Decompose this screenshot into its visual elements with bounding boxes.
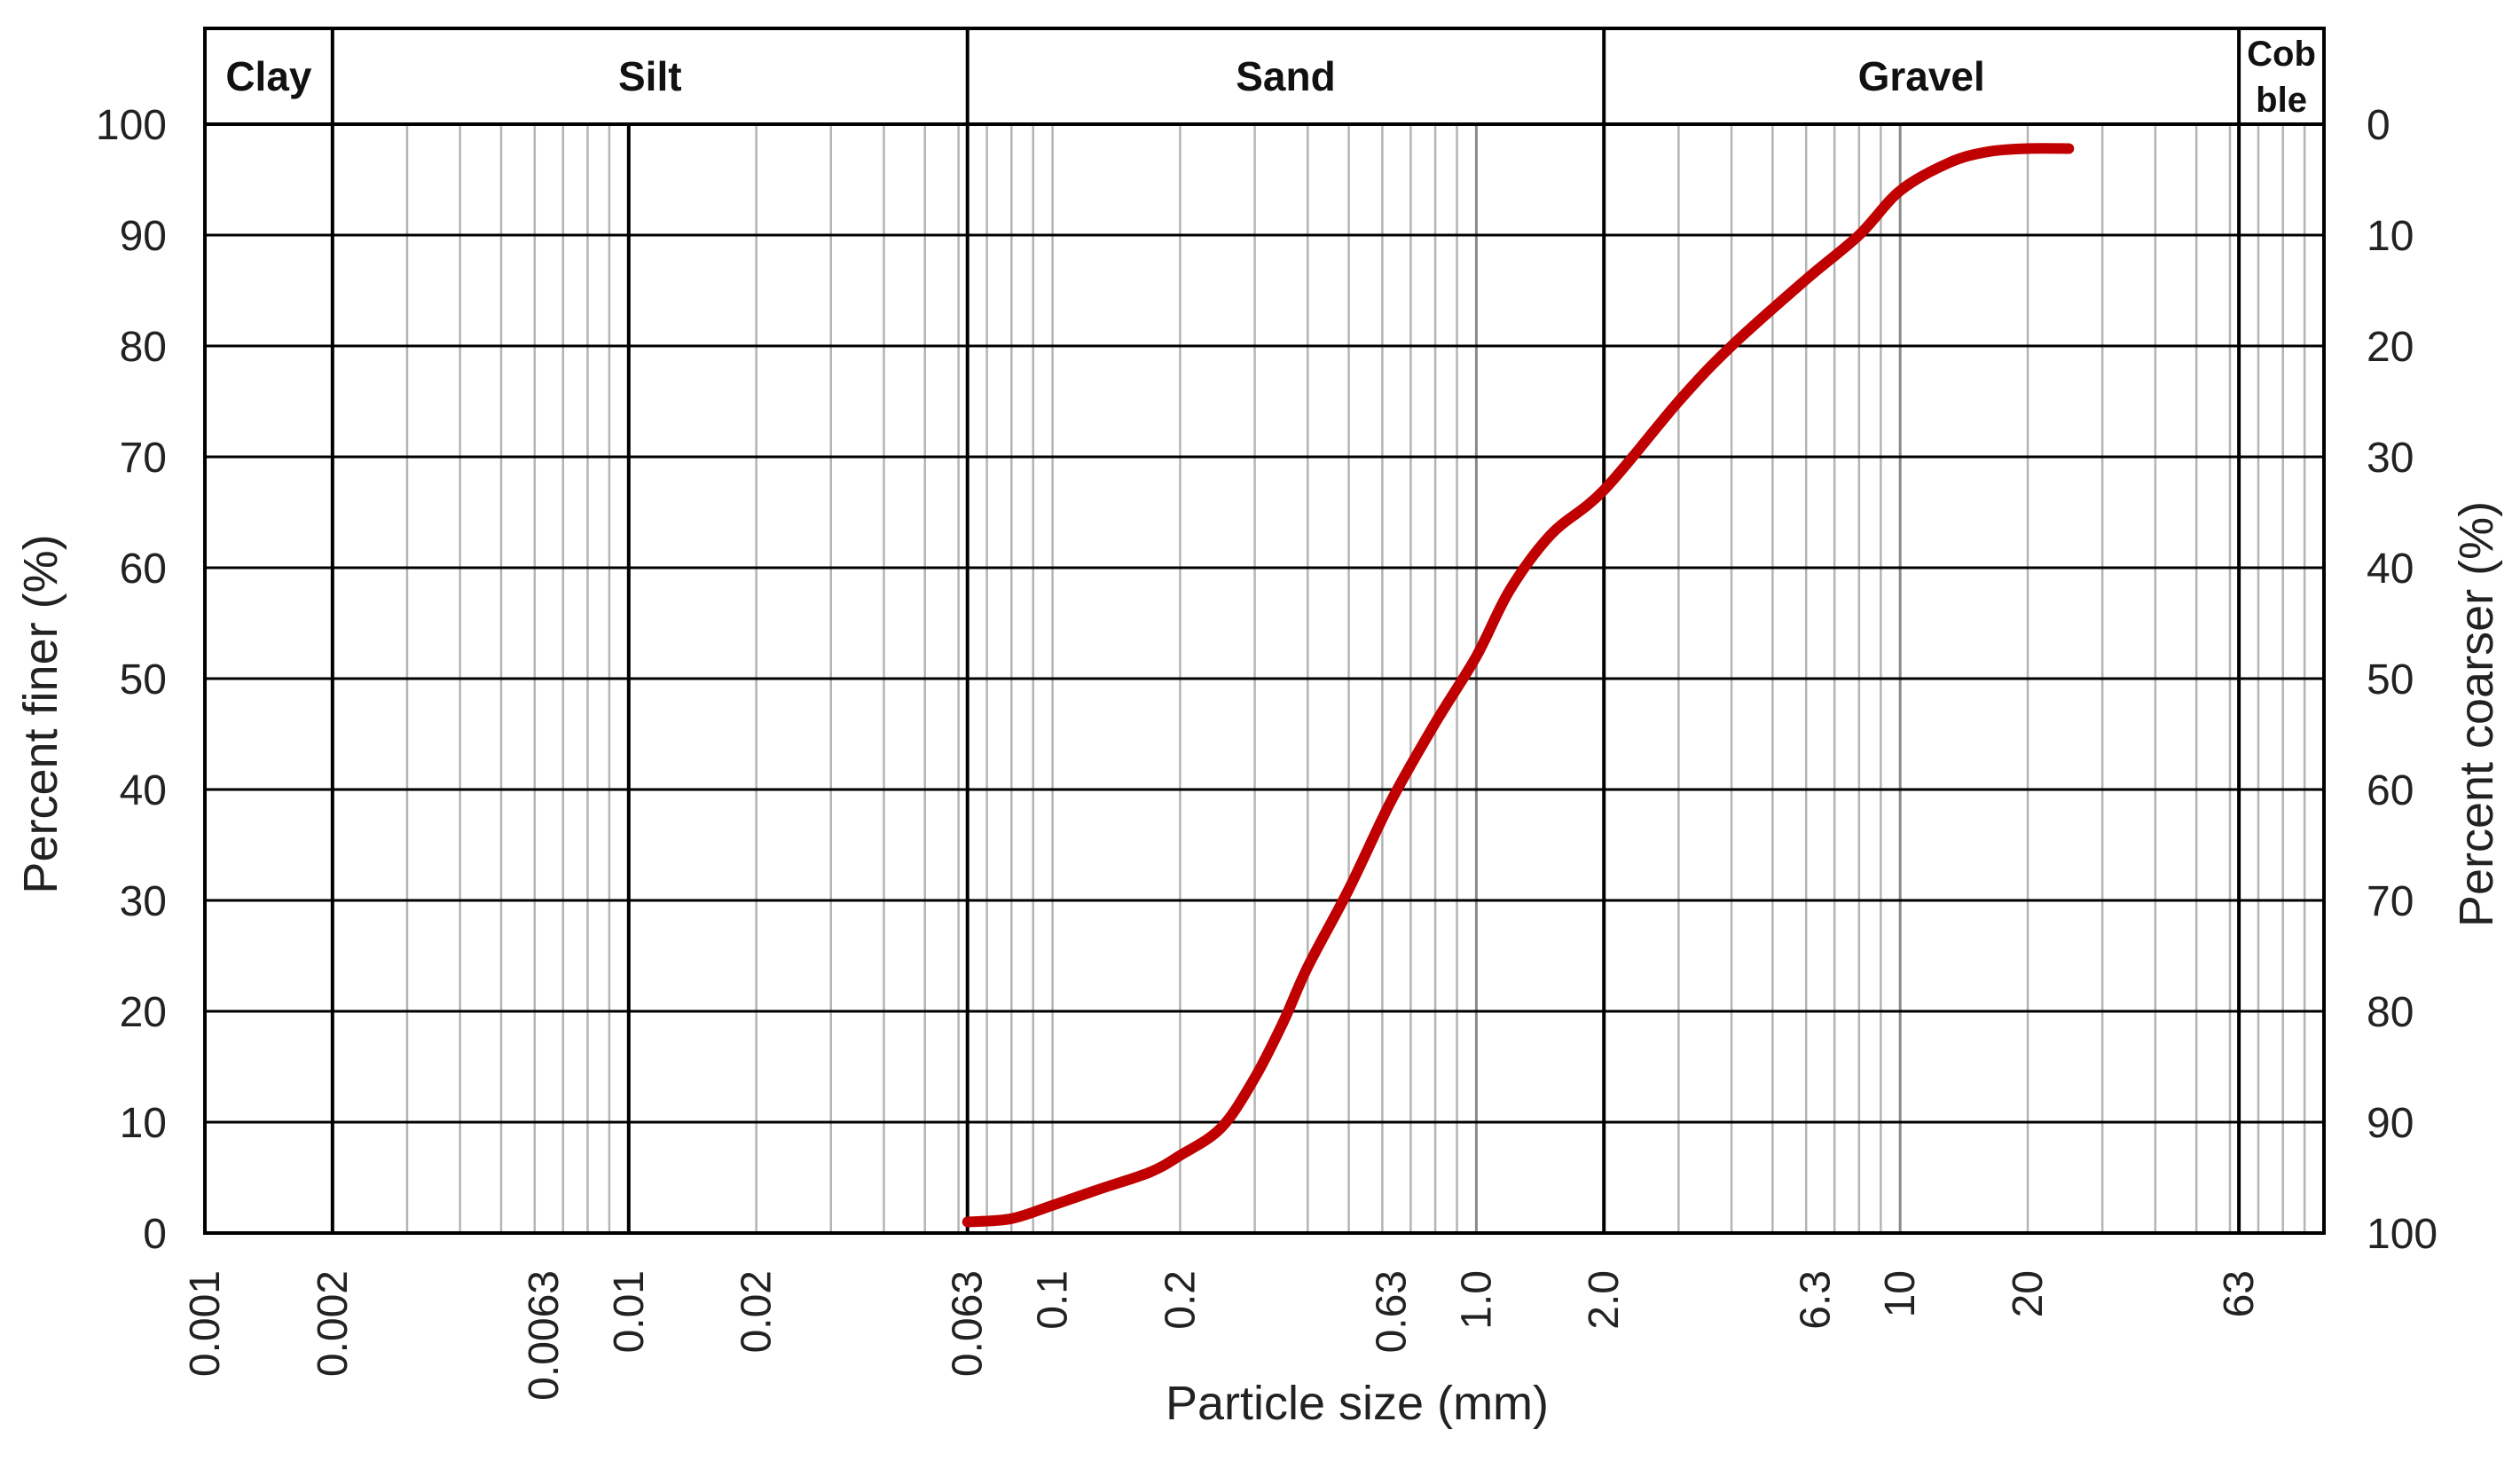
soil-band-header: Clay Silt Sand Gravel Cob ble: [203, 27, 2326, 1233]
y-tick-label-right: 40: [2367, 546, 2414, 593]
grading-curve-point: [1348, 889, 1349, 890]
x-tick-label: 2.0: [1581, 1270, 1628, 1330]
grading-curve-point: [1510, 590, 1511, 591]
grading-curve-point: [1476, 656, 1477, 657]
grid-layer: [203, 122, 2326, 1235]
grading-curve-line: [962, 143, 2075, 1228]
y-tick-label-right: 90: [2367, 1100, 2414, 1147]
x-tick-label: 20: [2005, 1270, 2052, 1317]
grading-curve-point: [1101, 1189, 1102, 1190]
x-tick-label: 0.0063: [521, 1270, 568, 1401]
band-label: Silt: [618, 53, 682, 99]
x-tick-label: 1.0: [1453, 1270, 1500, 1330]
y-tick-label-right: 60: [2367, 767, 2414, 814]
y-tick-label-right: 10: [2367, 213, 2414, 260]
grading-curve-point: [1254, 1078, 1255, 1079]
grading-curve-point: [1283, 1022, 1284, 1023]
grading-curve-point: [1858, 235, 1859, 236]
grading-curve-point: [1180, 1155, 1181, 1156]
band-label: Clay: [225, 53, 312, 99]
y-tick-label-left: 100: [96, 102, 167, 149]
x-tick-label: 0.2: [1157, 1270, 1204, 1330]
band-label: Cob: [2247, 35, 2316, 74]
x-axis-title: Particle size (mm): [1166, 1377, 1549, 1430]
x-tick-label: 0.001: [182, 1270, 229, 1377]
y-tick-label-left: 20: [120, 989, 167, 1036]
grading-curve-point: [1900, 191, 1901, 192]
x-tick-label: 0.063: [945, 1270, 992, 1377]
band-header-frame: [203, 27, 2326, 126]
band-label: ble: [2256, 81, 2307, 120]
x-tick-label: 6.3: [1792, 1270, 1839, 1330]
x-tick-label: 0.63: [1369, 1270, 1416, 1353]
grading-curve-point: [1307, 967, 1308, 968]
x-tick-label: 10: [1877, 1270, 1924, 1317]
x-tick-label: 0.01: [606, 1270, 653, 1353]
x-tick-label: 0.02: [734, 1270, 781, 1353]
grading-curve-point: [1604, 490, 1605, 491]
y-tick-label-left: 0: [143, 1211, 167, 1258]
y-tick-label-left: 10: [120, 1100, 167, 1147]
grading-curve-point: [1806, 279, 1807, 280]
y-tick-label-left: 70: [120, 435, 167, 482]
band-label: Gravel: [1858, 53, 1985, 99]
grading-curve-point: [1948, 162, 1949, 163]
grading-curve-point: [2028, 148, 2029, 149]
y-tick-label-right: 50: [2367, 656, 2414, 703]
grading-curve-point: [1052, 1205, 1053, 1206]
y-tick-label-right: 70: [2367, 878, 2414, 925]
x-tick-label: 63: [2216, 1270, 2263, 1317]
grading-curve-point: [1678, 401, 1679, 402]
grading-curve-layer: [962, 143, 2075, 1228]
y-tick-label-right: 20: [2367, 324, 2414, 371]
x-tick-label: 0.1: [1030, 1270, 1077, 1330]
x-tick-label: 0.002: [310, 1270, 357, 1377]
grading-curve-point: [1391, 800, 1392, 801]
y-tick-label-left: 80: [120, 324, 167, 371]
y-tick-label-left: 50: [120, 656, 167, 703]
y-axis-title-left: Percent finer (%): [14, 534, 67, 893]
grading-curve-point: [1986, 152, 1987, 153]
y-tick-label-left: 40: [120, 767, 167, 814]
band-label: Sand: [1236, 53, 1335, 99]
tick-label-layer: 0102030405060708090100100908070605040302…: [96, 102, 2438, 1401]
y-tick-label-left: 90: [120, 213, 167, 260]
y-tick-label-right: 80: [2367, 989, 2414, 1036]
grading-curve-point: [1550, 534, 1551, 535]
y-tick-label-right: 100: [2367, 1211, 2438, 1258]
grading-curve-point: [1435, 723, 1436, 724]
grading-curve-point: [1731, 346, 1732, 347]
y-tick-label-left: 60: [120, 546, 167, 593]
y-tick-label-left: 30: [120, 878, 167, 925]
y-tick-label-right: 0: [2367, 102, 2390, 149]
y-tick-label-right: 30: [2367, 435, 2414, 482]
y-axis-title-right: Percent coarser (%): [2450, 501, 2503, 927]
grading-curve-point: [1011, 1218, 1012, 1219]
